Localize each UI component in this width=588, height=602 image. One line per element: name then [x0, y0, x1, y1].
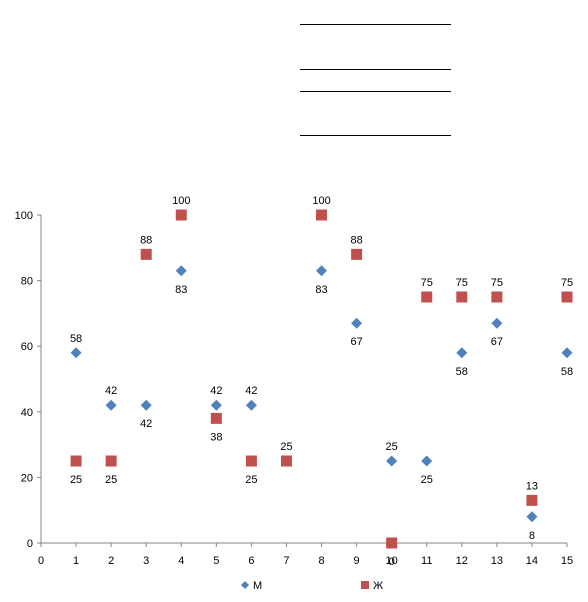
legend-marker-m [241, 581, 249, 589]
data-label-m: 42 [245, 385, 257, 397]
point-zh [421, 291, 433, 303]
data-label-zh: 25 [70, 474, 82, 486]
data-label-m: 42 [210, 385, 222, 397]
y-tick-label: 80 [21, 276, 33, 288]
data-label-zh: 0 [389, 556, 395, 568]
point-zh [561, 291, 573, 303]
y-tick-label: 20 [21, 472, 33, 484]
data-label-zh: 100 [172, 195, 190, 207]
point-m [316, 265, 328, 277]
point-zh [456, 291, 468, 303]
data-label-zh: 25 [105, 474, 117, 486]
x-tick-label: 2 [108, 555, 114, 567]
point-m [526, 511, 538, 523]
point-m [491, 317, 503, 329]
x-tick-label: 7 [283, 555, 289, 567]
point-m [210, 399, 222, 411]
point-zh [105, 455, 117, 467]
data-label-zh: 25 [245, 474, 257, 486]
point-zh [280, 455, 292, 467]
data-label-m: 8 [529, 530, 535, 542]
data-label-zh: 25 [280, 441, 292, 453]
legend-label-m: М [253, 580, 262, 592]
x-tick-label: 12 [456, 555, 468, 567]
data-label-zh: 88 [140, 234, 152, 246]
data-label-zh: 88 [350, 234, 362, 246]
point-m [456, 347, 468, 359]
x-tick-label: 9 [354, 555, 360, 567]
y-tick-label: 100 [15, 210, 33, 222]
header-rule-2 [300, 69, 451, 70]
data-label-m: 67 [491, 336, 503, 348]
point-zh [245, 455, 257, 467]
point-zh [140, 248, 152, 260]
data-label-m: 58 [70, 333, 82, 345]
x-tick-label: 1 [73, 555, 79, 567]
x-tick-label: 15 [561, 555, 573, 567]
point-m [351, 317, 363, 329]
point-zh [316, 209, 328, 221]
point-zh [210, 412, 222, 424]
data-label-m: 42 [140, 418, 152, 430]
header-rule-4 [300, 135, 451, 136]
data-label-m: 67 [350, 336, 362, 348]
x-tick-label: 10 [386, 555, 398, 567]
point-m [70, 347, 82, 359]
data-label-zh: 100 [312, 195, 330, 207]
header-rule-1 [300, 24, 451, 25]
x-tick-label: 4 [178, 555, 184, 567]
x-tick-label: 5 [213, 555, 219, 567]
header-rule-3 [300, 91, 451, 92]
x-tick-label: 14 [526, 555, 538, 567]
y-tick-label: 40 [21, 407, 33, 419]
data-label-m: 25 [386, 441, 398, 453]
x-tick-label: 3 [143, 555, 149, 567]
point-zh [351, 248, 363, 260]
data-label-zh: 13 [526, 480, 538, 492]
x-tick-label: 0 [38, 555, 44, 567]
point-m [105, 399, 117, 411]
y-tick-label: 0 [27, 538, 33, 550]
data-label-zh: 75 [491, 277, 503, 289]
data-label-zh: 75 [421, 277, 433, 289]
data-label-m: 83 [315, 284, 327, 296]
data-label-zh: 75 [456, 277, 468, 289]
point-m [561, 347, 573, 359]
legend-label-zh: Ж [373, 580, 383, 592]
point-m [245, 399, 257, 411]
x-tick-label: 6 [248, 555, 254, 567]
point-zh [386, 537, 398, 549]
point-m [386, 455, 398, 467]
point-zh [70, 455, 82, 467]
legend-marker-zh [361, 581, 369, 589]
point-m [421, 455, 433, 467]
x-tick-label: 11 [421, 555, 432, 567]
data-label-m: 58 [561, 366, 573, 378]
data-label-m: 83 [175, 284, 187, 296]
data-label-zh: 75 [561, 277, 573, 289]
data-label-m: 58 [456, 366, 468, 378]
data-label-m: 25 [421, 474, 433, 486]
x-tick-label: 8 [318, 555, 324, 567]
y-tick-label: 60 [21, 341, 33, 353]
x-tick-label: 13 [491, 555, 503, 567]
point-zh [526, 494, 538, 506]
data-label-zh: 38 [210, 431, 222, 443]
point-m [140, 399, 152, 411]
point-zh [175, 209, 187, 221]
data-label-m: 42 [105, 385, 117, 397]
chart-marks [70, 209, 573, 549]
point-zh [491, 291, 503, 303]
point-m [175, 265, 187, 277]
